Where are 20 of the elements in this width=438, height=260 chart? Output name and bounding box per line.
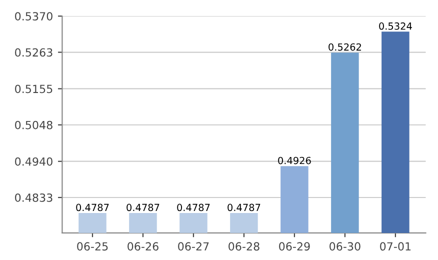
data-label: 0.4787 [228,204,260,212]
data-label: 0.4787 [177,204,210,212]
x-tick-label: 06-29 [279,242,310,251]
x-tick-label: 06-30 [330,242,360,251]
y-tick-label: 0.4833 [15,193,52,202]
y-tick-label: 0.5048 [15,120,52,130]
y-tick-label: 0.4940 [15,157,52,166]
data-label: 0.4787 [76,204,109,212]
data-label: 0.4787 [126,204,160,212]
x-tick-label: 06-25 [77,242,108,251]
x-tick-label: 07-01 [380,242,411,251]
y-tick-label: 0.5370 [15,12,52,20]
x-tick-label: 06-26 [128,242,158,251]
x-tick-label: 06-28 [228,242,260,251]
data-label: 0.5262 [328,43,361,51]
data-label: 0.5324 [379,22,412,30]
x-tick-label: 06-27 [178,242,209,251]
y-tick-label: 0.5155 [15,84,52,94]
y-tick-label: 0.5263 [15,48,52,57]
data-label: 0.4926 [278,156,311,164]
